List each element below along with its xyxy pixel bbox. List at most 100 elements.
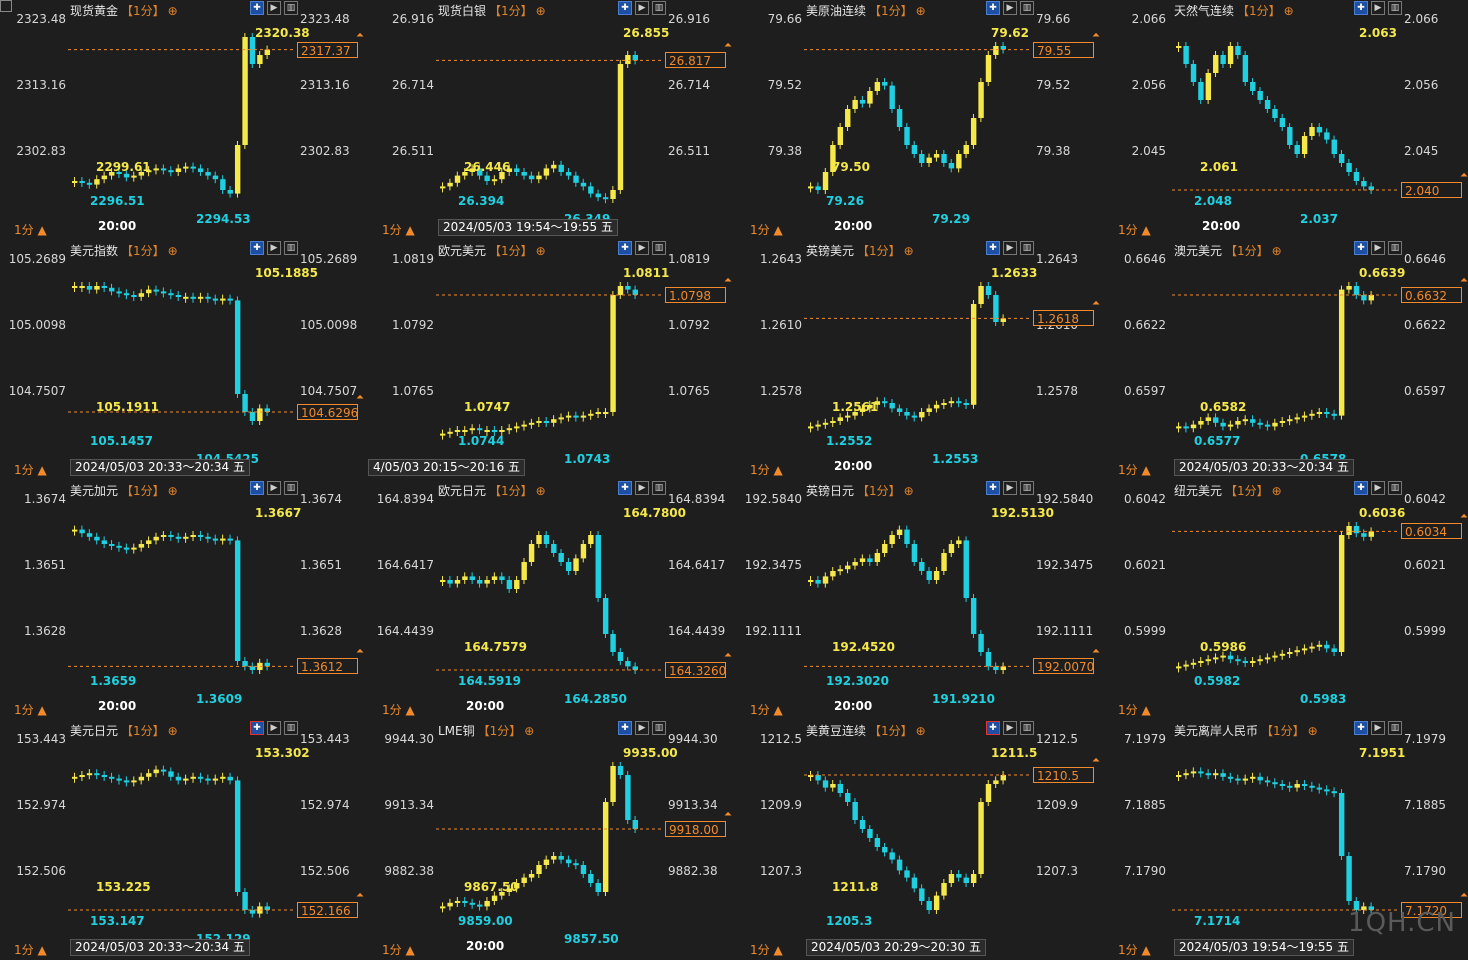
chart-type-icon[interactable]: ▥	[1388, 481, 1402, 495]
period-label[interactable]: 1分 ▲	[750, 943, 783, 957]
play-icon[interactable]: ▶	[635, 721, 649, 735]
add-circle-icon[interactable]: ⊕	[167, 244, 178, 258]
chart-panel-4[interactable]: 天然气连续 【1分】 ⊕ ✚ ▶ ▥ 2.066 2.066 2.056 2.056 2.045 2.…	[1104, 0, 1468, 240]
add-circle-icon[interactable]: ⊕	[1307, 724, 1318, 738]
period-label[interactable]: 1分 ▲	[14, 703, 47, 717]
candlestick-chart[interactable]	[436, 258, 666, 458]
chart-panel-13[interactable]: 美元日元 【1分】 ⊕ ✚ ▶ ▥ 153.443 153.443 152.974 152.974…	[0, 720, 368, 960]
crosshair-icon[interactable]: ✚	[618, 1, 632, 15]
instrument-name[interactable]: 美元加元	[70, 484, 119, 498]
chart-type-icon[interactable]: ▥	[1020, 241, 1034, 255]
chart-type-icon[interactable]: ▥	[1388, 241, 1402, 255]
add-circle-icon[interactable]: ⊕	[1271, 484, 1282, 498]
timeframe-label[interactable]: 【1分】	[121, 484, 165, 498]
candlestick-chart[interactable]	[804, 738, 1034, 938]
chart-type-icon[interactable]: ▥	[1020, 1, 1034, 15]
period-label[interactable]: 1分 ▲	[1118, 223, 1151, 237]
add-circle-icon[interactable]: ⊕	[903, 244, 914, 258]
instrument-name[interactable]: 澳元美元	[1174, 244, 1223, 258]
crosshair-icon[interactable]: ✚	[250, 1, 264, 15]
chart-panel-7[interactable]: 英镑美元【1分】⊕✚▶▥1.26431.26431.26101.26101.25…	[736, 240, 1104, 480]
instrument-name[interactable]: 现货白银	[438, 4, 487, 18]
period-label[interactable]: 1分 ▲	[1118, 943, 1151, 957]
chart-type-icon[interactable]: ▥	[284, 481, 298, 495]
crosshair-icon[interactable]: ✚	[250, 481, 264, 495]
crosshair-icon[interactable]: ✚	[986, 1, 1000, 15]
play-icon[interactable]: ▶	[1003, 721, 1017, 735]
crosshair-icon[interactable]: ✚	[1354, 241, 1368, 255]
candlestick-chart[interactable]	[68, 18, 298, 218]
chart-type-icon[interactable]: ▥	[652, 241, 666, 255]
period-label[interactable]: 1分 ▲	[14, 223, 47, 237]
timeframe-label[interactable]: 【1分】	[857, 484, 901, 498]
timeframe-label[interactable]: 【1分】	[477, 724, 522, 738]
period-label[interactable]: 1分 ▲	[382, 223, 415, 237]
top-left-corner-icon[interactable]	[0, 0, 12, 12]
candlestick-chart[interactable]	[804, 498, 1034, 698]
instrument-name[interactable]: 美原油连续	[806, 4, 867, 18]
instrument-name[interactable]: 美元指数	[70, 244, 119, 258]
period-label[interactable]: 1分 ▲	[750, 223, 783, 237]
candlestick-chart[interactable]	[1172, 738, 1402, 938]
candlestick-chart[interactable]	[68, 258, 298, 458]
chart-panel-2[interactable]: 现货白银 【1分】 ⊕ ✚ ▶ ▥ 26.916 26.916 26.714 26.714 26.5…	[368, 0, 736, 240]
candlestick-chart[interactable]	[1172, 498, 1402, 698]
add-circle-icon[interactable]: ⊕	[915, 4, 926, 18]
period-label[interactable]: 1分 ▲	[1118, 463, 1151, 477]
chart-panel-3[interactable]: 美原油连续 【1分】 ⊕ ✚ ▶ ▥ 79.66 79.66 79.52 79.52 79.38 79…	[736, 0, 1104, 240]
candlestick-chart[interactable]	[436, 498, 666, 698]
play-icon[interactable]: ▶	[267, 721, 281, 735]
chart-type-icon[interactable]: ▥	[652, 481, 666, 495]
instrument-name[interactable]: 英镑美元	[806, 244, 855, 258]
add-circle-icon[interactable]: ⊕	[1283, 4, 1294, 18]
play-icon[interactable]: ▶	[267, 1, 281, 15]
play-icon[interactable]: ▶	[267, 481, 281, 495]
candlestick-chart[interactable]	[1172, 258, 1402, 458]
chart-type-icon[interactable]: ▥	[284, 241, 298, 255]
timeframe-label[interactable]: 【1分】	[1225, 244, 1269, 258]
add-circle-icon[interactable]: ⊕	[915, 724, 926, 738]
timeframe-label[interactable]: 【1分】	[1261, 724, 1305, 738]
period-label[interactable]: 1分 ▲	[14, 943, 47, 957]
crosshair-icon[interactable]: ✚	[618, 241, 632, 255]
crosshair-icon[interactable]: ✚	[250, 721, 264, 735]
chart-panel-11[interactable]: 英镑日元 【1分】 ⊕ ✚ ▶ ▥ 192.5840 192.5840 192.3475 192.…	[736, 480, 1104, 720]
add-circle-icon[interactable]: ⊕	[535, 4, 546, 18]
timeframe-label[interactable]: 【1分】	[1237, 4, 1281, 18]
play-icon[interactable]: ▶	[1371, 481, 1385, 495]
instrument-name[interactable]: 欧元美元	[438, 244, 487, 258]
chart-type-icon[interactable]: ▥	[1388, 721, 1402, 735]
candlestick-chart[interactable]	[68, 738, 298, 938]
timeframe-label[interactable]: 【1分】	[121, 4, 165, 18]
crosshair-icon[interactable]: ✚	[1354, 1, 1368, 15]
play-icon[interactable]: ▶	[1371, 241, 1385, 255]
play-icon[interactable]: ▶	[1371, 721, 1385, 735]
timeframe-label[interactable]: 【1分】	[489, 4, 533, 18]
instrument-name[interactable]: 美元日元	[70, 724, 119, 738]
period-label[interactable]: 1分 ▲	[14, 463, 47, 477]
crosshair-icon[interactable]: ✚	[1354, 721, 1368, 735]
instrument-name[interactable]: 纽元美元	[1174, 484, 1223, 498]
chart-type-icon[interactable]: ▥	[284, 1, 298, 15]
play-icon[interactable]: ▶	[1371, 1, 1385, 15]
add-circle-icon[interactable]: ⊕	[167, 724, 178, 738]
timeframe-label[interactable]: 【1分】	[857, 244, 901, 258]
chart-type-icon[interactable]: ▥	[1388, 1, 1402, 15]
chart-panel-5[interactable]: 美元指数 【1分】 ⊕ ✚ ▶ ▥ 105.2689 105.2689 105.0098 105.…	[0, 240, 368, 480]
timeframe-label[interactable]: 【1分】	[489, 484, 533, 498]
add-circle-icon[interactable]: ⊕	[903, 484, 914, 498]
chart-panel-6[interactable]: 欧元美元 【1分】 ⊕ ✚ ▶ ▥ 1.0819 1.0819 1.0792 1.0792 1.07…	[368, 240, 736, 480]
play-icon[interactable]: ▶	[1003, 481, 1017, 495]
timeframe-label[interactable]: 【1分】	[489, 244, 533, 258]
chart-panel-9[interactable]: 美元加元 【1分】 ⊕ ✚ ▶ ▥ 1.3674 1.3674 1.3651 1.3651 1.36…	[0, 480, 368, 720]
chart-type-icon[interactable]: ▥	[652, 721, 666, 735]
chart-panel-1[interactable]: 现货黄金 【1分】 ⊕ ✚ ▶ ▥ 2323.48 2323.48 2313.16 2313.16…	[0, 0, 368, 240]
period-label[interactable]: 1分 ▲	[750, 703, 783, 717]
chart-panel-15[interactable]: 美黄豆连续 【1分】 ⊕ ✚ ▶ ▥ 1212.5 1212.5 1209.9 1209.9 120…	[736, 720, 1104, 960]
play-icon[interactable]: ▶	[635, 241, 649, 255]
chart-panel-14[interactable]: LME铜 【1分】 ⊕ ✚ ▶ ▥ 9944.30 9944.30 9913.34 9913.34…	[368, 720, 736, 960]
play-icon[interactable]: ▶	[635, 1, 649, 15]
candlestick-chart[interactable]	[1172, 18, 1402, 218]
crosshair-icon[interactable]: ✚	[1354, 481, 1368, 495]
play-icon[interactable]: ▶	[635, 481, 649, 495]
